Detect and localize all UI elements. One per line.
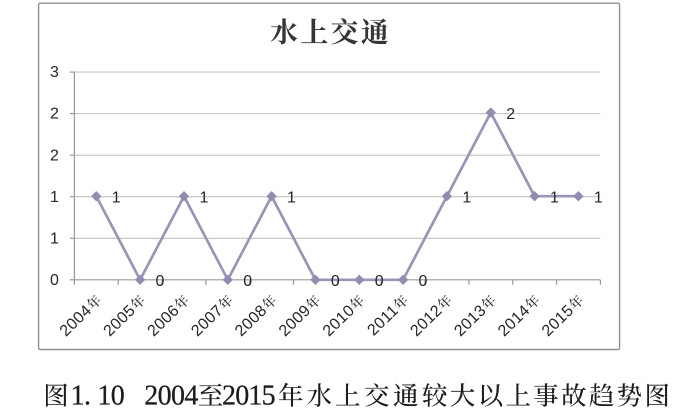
svg-text:4: 4: [184, 381, 198, 412]
svg-text:5: 5: [262, 381, 276, 412]
svg-text:0: 0: [111, 381, 125, 412]
svg-text:1: 1: [248, 381, 262, 412]
svg-text:.: .: [84, 381, 91, 412]
svg-text:2: 2: [222, 381, 236, 412]
svg-text:0: 0: [171, 381, 185, 412]
svg-text:0: 0: [235, 381, 249, 412]
svg-text:0: 0: [156, 273, 165, 290]
svg-text:0: 0: [375, 273, 384, 290]
svg-text:2: 2: [50, 147, 59, 164]
svg-text:1: 1: [594, 190, 603, 207]
svg-text:1: 1: [199, 190, 208, 207]
svg-text:1: 1: [50, 189, 59, 206]
svg-text:1: 1: [97, 381, 111, 412]
svg-text:1: 1: [287, 190, 296, 207]
svg-text:1: 1: [112, 190, 121, 207]
svg-text:3: 3: [50, 64, 59, 81]
svg-text:0: 0: [331, 273, 340, 290]
svg-text:2: 2: [506, 106, 515, 123]
svg-text:0: 0: [419, 273, 428, 290]
svg-text:0: 0: [243, 273, 252, 290]
svg-text:2: 2: [144, 381, 158, 412]
svg-text:2: 2: [50, 106, 59, 123]
svg-text:1: 1: [50, 230, 59, 247]
svg-text:1: 1: [462, 190, 471, 207]
svg-text:1: 1: [71, 381, 85, 412]
svg-text:1: 1: [550, 190, 559, 207]
svg-text:0: 0: [50, 272, 59, 289]
svg-text:0: 0: [158, 381, 172, 412]
